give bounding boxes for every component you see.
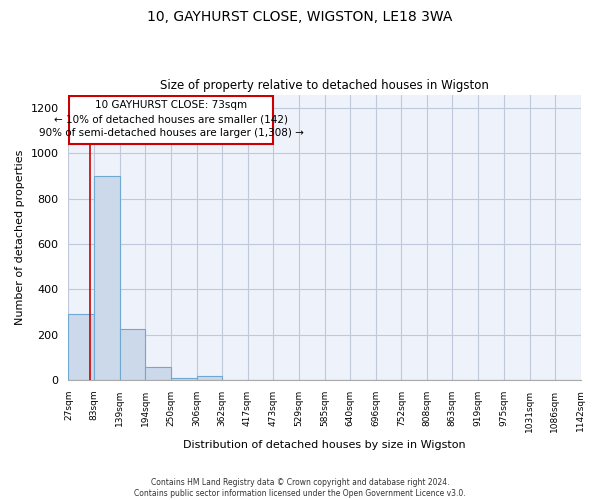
Text: 10, GAYHURST CLOSE, WIGSTON, LE18 3WA: 10, GAYHURST CLOSE, WIGSTON, LE18 3WA bbox=[148, 10, 452, 24]
Text: Contains HM Land Registry data © Crown copyright and database right 2024.
Contai: Contains HM Land Registry data © Crown c… bbox=[134, 478, 466, 498]
Bar bbox=[171, 378, 197, 380]
X-axis label: Distribution of detached houses by size in Wigston: Distribution of detached houses by size … bbox=[183, 440, 466, 450]
Text: 10 GAYHURST CLOSE: 73sqm
← 10% of detached houses are smaller (142)
90% of semi-: 10 GAYHURST CLOSE: 73sqm ← 10% of detach… bbox=[39, 100, 304, 138]
Y-axis label: Number of detached properties: Number of detached properties bbox=[15, 150, 25, 325]
Bar bbox=[120, 329, 145, 380]
FancyBboxPatch shape bbox=[70, 96, 273, 144]
Bar bbox=[197, 376, 222, 380]
Bar bbox=[145, 368, 171, 380]
Bar bbox=[68, 314, 94, 380]
Title: Size of property relative to detached houses in Wigston: Size of property relative to detached ho… bbox=[160, 79, 489, 92]
Bar bbox=[94, 176, 120, 380]
